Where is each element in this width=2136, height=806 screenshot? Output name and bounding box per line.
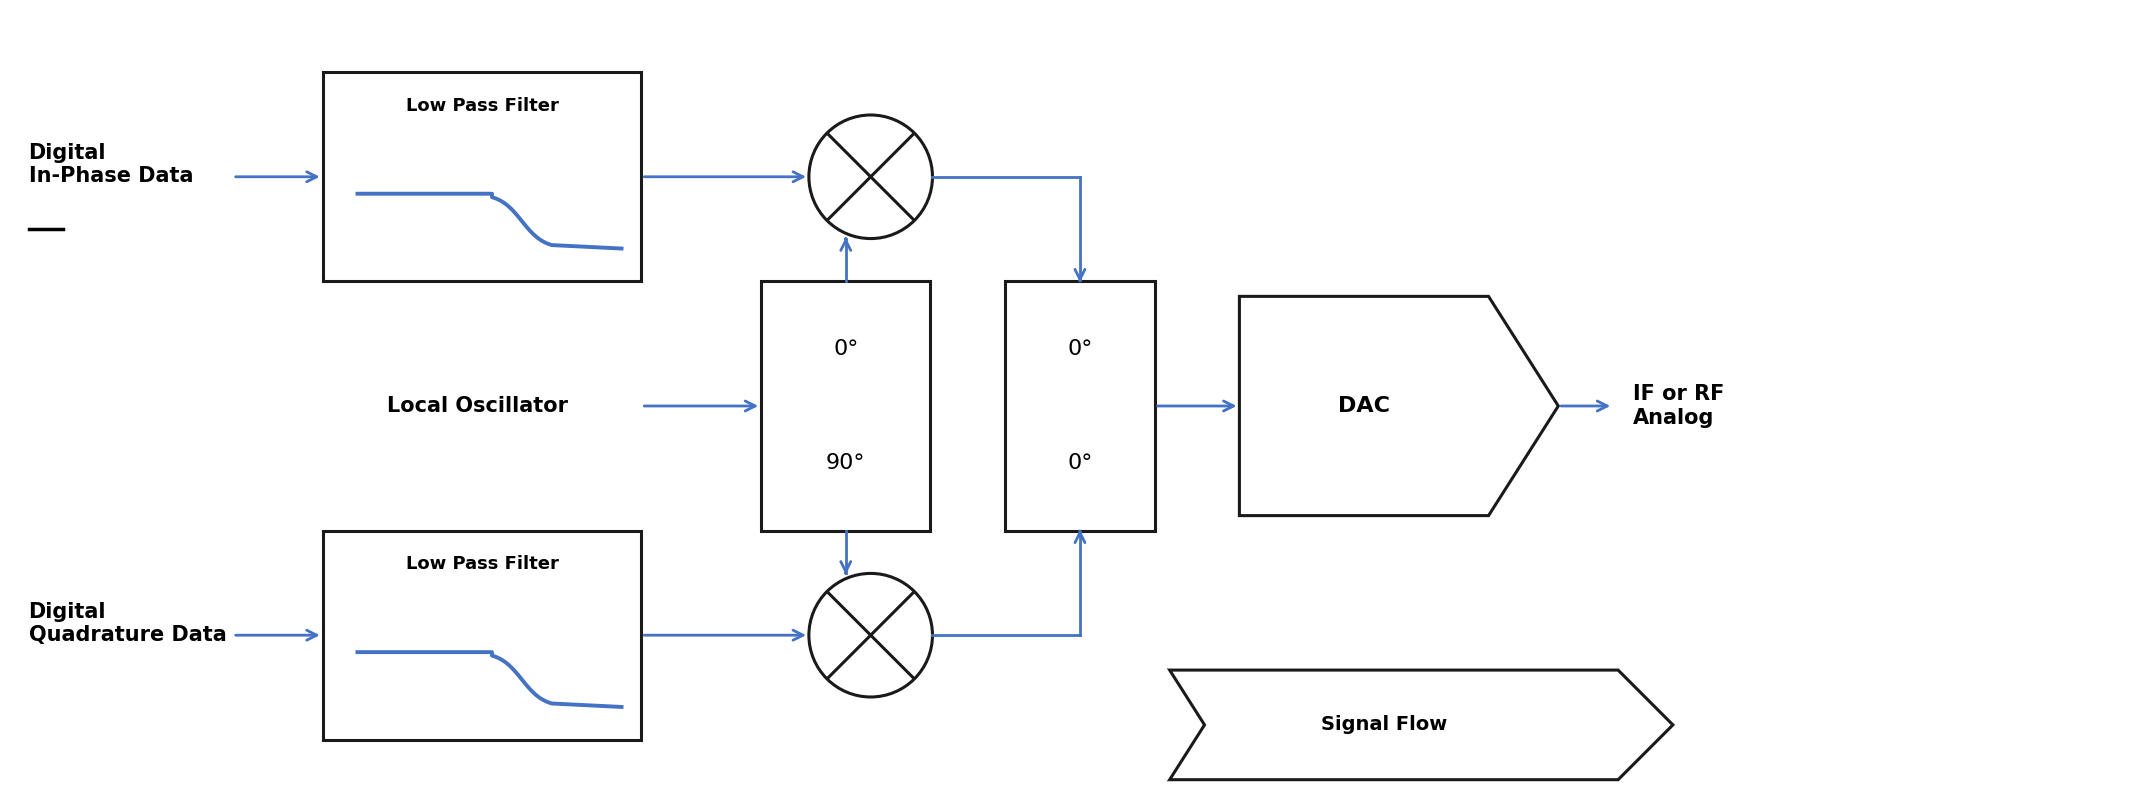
Text: 0°: 0° [1068, 453, 1094, 473]
Text: Low Pass Filter: Low Pass Filter [406, 97, 557, 115]
Text: 90°: 90° [827, 453, 865, 473]
Polygon shape [1171, 670, 1672, 779]
Text: IF or RF
Analog: IF or RF Analog [1634, 384, 1724, 428]
Text: 0°: 0° [1068, 339, 1094, 359]
Text: DAC: DAC [1337, 396, 1391, 416]
Bar [323, 530, 641, 740]
Ellipse shape [810, 115, 933, 239]
Text: Local Oscillator: Local Oscillator [387, 396, 568, 416]
Bar [323, 73, 641, 281]
Bar [760, 281, 931, 530]
Polygon shape [1239, 297, 1559, 516]
Text: Signal Flow: Signal Flow [1320, 716, 1446, 734]
Ellipse shape [810, 573, 933, 697]
Bar [1006, 281, 1156, 530]
Text: Digital
Quadrature Data: Digital Quadrature Data [28, 601, 226, 645]
Text: Digital
In-Phase Data: Digital In-Phase Data [28, 143, 192, 186]
Text: Low Pass Filter: Low Pass Filter [406, 555, 557, 574]
Text: 0°: 0° [833, 339, 859, 359]
